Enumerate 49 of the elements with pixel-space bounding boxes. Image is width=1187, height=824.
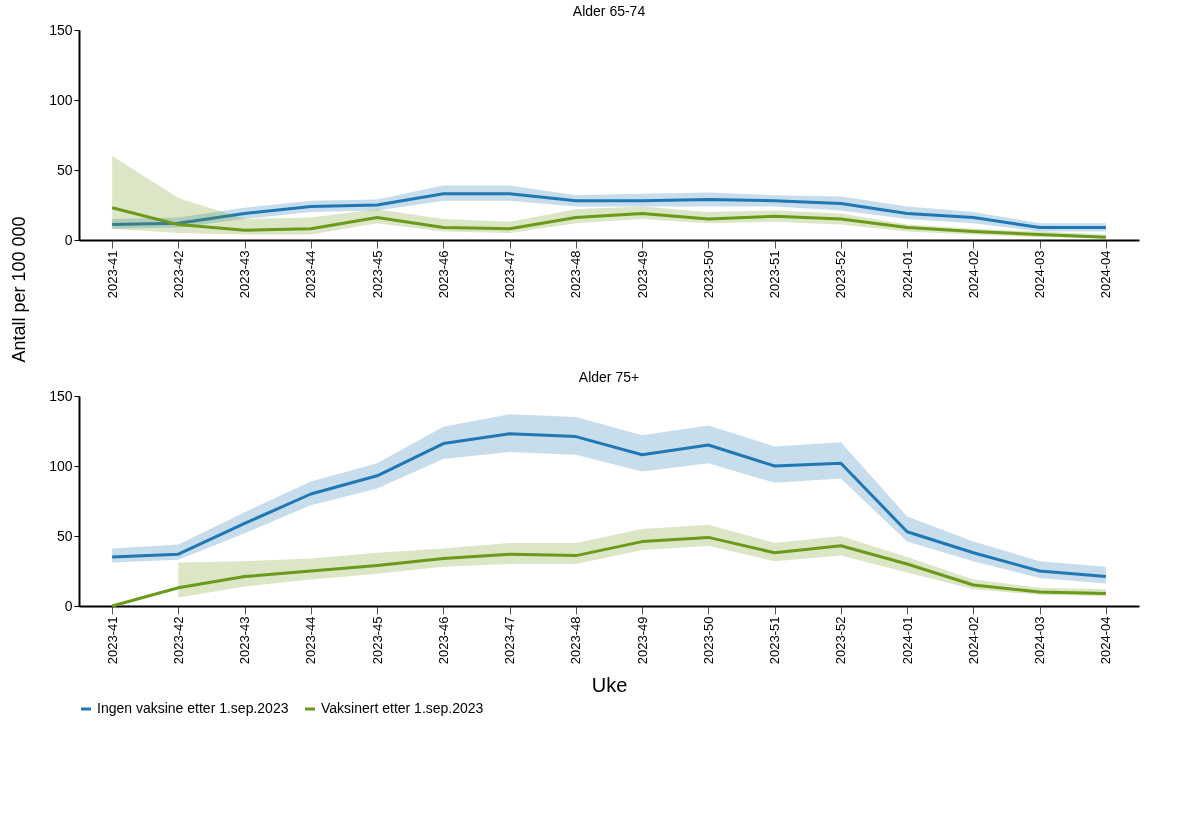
x-tick-label: 2024-04 (1098, 250, 1114, 299)
x-tick-label: 2023-44 (303, 250, 319, 299)
line-series (110, 206, 1108, 239)
x-tick-label: 2023-49 (634, 616, 650, 665)
x-tick-label: 2023-49 (634, 250, 650, 299)
y-tick-label: 0 (64, 597, 73, 614)
x-tick-label: 2023-50 (700, 250, 716, 299)
x-tick-label: 2023-46 (435, 616, 451, 665)
x-tick-label: 2024-03 (1032, 616, 1048, 665)
x-tick-label: 2023-51 (767, 250, 783, 299)
x-tick-label: 2023-51 (767, 616, 783, 665)
x-tick-label: 2023-42 (170, 616, 186, 665)
x-tick-label: 2023-46 (435, 250, 451, 299)
y-tick-label: 50 (56, 527, 73, 544)
x-tick-label: 2023-47 (502, 250, 518, 299)
y-tick-label: 100 (49, 457, 73, 474)
x-tick-label: 2023-52 (833, 250, 849, 299)
x-axis-title: Uke (591, 674, 628, 697)
x-tick-label: 2023-45 (369, 616, 385, 665)
chart-title: Alder 65-74 (572, 3, 646, 19)
chart-title: Alder 75+ (578, 369, 640, 385)
y-tick-label: 0 (64, 231, 73, 248)
x-tick-label: 2024-01 (899, 616, 915, 665)
x-tick-label: 2023-43 (237, 616, 253, 665)
x-tick-label: 2023-41 (104, 250, 120, 299)
x-tick-label: 2024-02 (965, 250, 981, 299)
y-tick-label: 150 (49, 387, 73, 404)
line-series (110, 535, 1108, 608)
line-series (110, 192, 1108, 229)
x-tick-label: 2023-42 (170, 250, 186, 299)
x-tick-label: 2023-45 (369, 250, 385, 299)
y-tick-label: 150 (49, 21, 73, 38)
x-tick-label: 2023-50 (700, 616, 716, 665)
x-tick-label: 2024-03 (1032, 250, 1048, 299)
y-tick-label: 50 (56, 161, 73, 178)
y-tick-label: 100 (49, 91, 73, 108)
x-tick-label: 2023-41 (104, 616, 120, 665)
x-tick-label: 2023-48 (568, 250, 584, 299)
legend-label: Ingen vaksine etter 1.sep.2023 (97, 700, 289, 716)
legend-label: Vaksinert etter 1.sep.2023 (321, 700, 484, 716)
x-tick-label: 2023-47 (502, 616, 518, 665)
x-tick-label: 2023-44 (303, 616, 319, 665)
x-tick-label: 2024-01 (899, 250, 915, 299)
x-tick-label: 2023-52 (833, 616, 849, 665)
x-tick-label: 2023-43 (237, 250, 253, 299)
x-tick-label: 2024-02 (965, 616, 981, 665)
x-tick-label: 2023-48 (568, 616, 584, 665)
x-tick-label: 2024-04 (1098, 616, 1114, 665)
y-axis-title: Antall per 100 000 (9, 216, 30, 363)
